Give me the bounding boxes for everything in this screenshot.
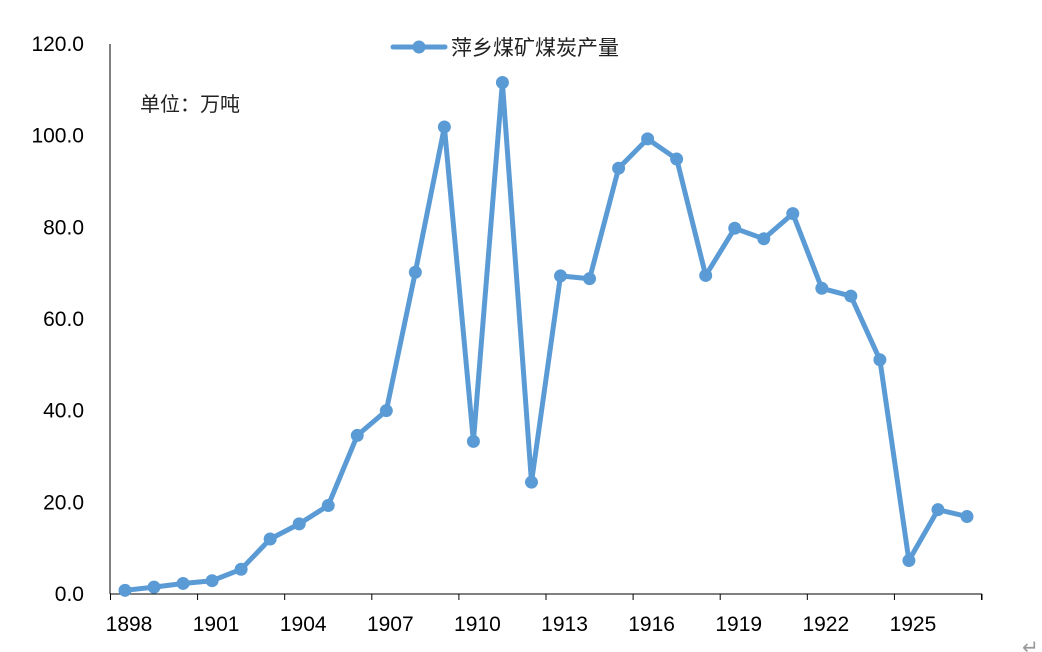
data-point (234, 562, 248, 576)
x-tick-label: 1919 (715, 613, 762, 636)
data-point (960, 510, 974, 524)
x-tick-label: 1925 (890, 613, 937, 636)
data-point (379, 404, 393, 418)
legend-dot-marker (412, 40, 426, 54)
paragraph-return-mark: ↵ (1022, 635, 1039, 652)
data-point (757, 232, 771, 246)
x-tick-label: 1904 (280, 613, 327, 636)
data-point (408, 265, 422, 279)
x-tick-label: 1898 (106, 613, 153, 636)
data-point (728, 221, 742, 235)
series-line (122, 80, 970, 593)
y-axis: 0.0 20.0 40.0 60.0 80.0 100.0 120.0 (31, 33, 111, 606)
x-tick-label: 1901 (193, 613, 240, 636)
data-point (641, 132, 655, 146)
y-tick-label: 20.0 (43, 491, 84, 514)
data-point (786, 207, 800, 221)
data-point (205, 574, 219, 588)
y-tick-label: 0.0 (55, 583, 84, 606)
x-tick-label: 1922 (802, 613, 849, 636)
unit-label: 单位：万吨 (140, 92, 240, 116)
legend-series-name: 萍乡煤矿煤炭产量 (451, 36, 619, 60)
y-tick-label: 100.0 (31, 125, 84, 148)
data-point (815, 281, 829, 295)
series-layer (118, 76, 974, 597)
y-tick-label: 80.0 (43, 216, 84, 239)
legend: 萍乡煤矿煤炭产量 (390, 36, 619, 60)
data-point (583, 272, 597, 286)
x-tick-label: 1916 (628, 613, 675, 636)
data-point (931, 503, 945, 517)
data-point (321, 499, 335, 513)
x-axis: 1898 1901 1904 1907 1910 1913 1916 1919 1922 1925 (106, 593, 983, 636)
data-point (147, 580, 161, 594)
x-tick-label: 1913 (541, 613, 588, 636)
data-point (554, 269, 568, 283)
y-tick-label: 120.0 (31, 33, 84, 56)
y-tick-label: 60.0 (43, 308, 84, 331)
data-point (524, 475, 538, 489)
data-point (437, 120, 451, 134)
data-point (263, 532, 277, 546)
data-point (176, 576, 190, 590)
data-point (873, 353, 887, 367)
data-point (118, 583, 132, 597)
x-tick-label: 1907 (367, 613, 414, 636)
data-point (902, 554, 916, 568)
data-point (699, 268, 713, 282)
data-point (670, 152, 684, 166)
data-point (466, 434, 480, 448)
data-point (612, 161, 626, 175)
y-tick-label: 40.0 (43, 400, 84, 423)
data-point (350, 428, 364, 442)
data-point (844, 289, 858, 303)
data-point (495, 76, 509, 89)
data-point (292, 517, 306, 531)
x-tick-label: 1910 (454, 613, 501, 636)
